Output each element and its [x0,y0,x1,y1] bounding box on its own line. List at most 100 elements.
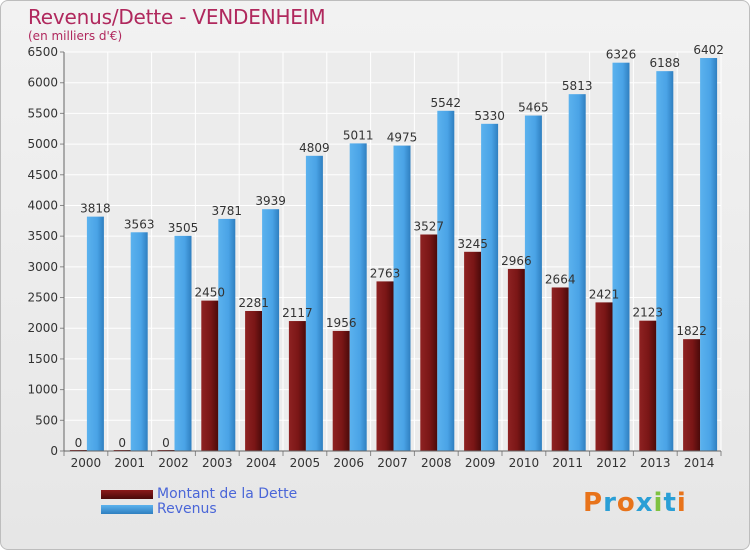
revenue-bar [393,145,411,451]
y-tick-label: 0 [50,444,58,458]
debt-value-label: 0 [118,436,126,450]
revenue-value-label: 5465 [518,101,549,115]
legend-label-debt: Montant de la Dette [157,486,298,502]
debt-bar [551,287,569,451]
revenue-value-label: 3781 [212,204,243,218]
debt-value-label: 2966 [501,254,532,268]
debt-value-label: 1956 [326,316,357,330]
y-tick-label: 2000 [27,321,58,335]
debt-value-label: 2421 [589,287,620,301]
y-tick-label: 6500 [27,45,58,59]
legend-swatch-debt [101,490,153,499]
debt-value-label: 3527 [414,219,445,233]
revenue-value-label: 3563 [124,217,155,231]
legend-item-debt: Montant de la Dette [101,487,297,502]
y-tick-label: 500 [35,413,58,427]
revenue-bar [262,209,280,451]
revenue-bar [174,235,192,451]
y-tick-label: 5000 [27,137,58,151]
logo-letter: i [653,488,664,518]
debt-bar [420,234,438,451]
debt-value-label: 0 [75,436,83,450]
logo-letter: x [635,488,654,518]
revenue-bar [612,62,630,452]
y-tick-label: 2500 [27,291,58,305]
chart-title: Revenus/Dette - VENDENHEIM [28,5,326,29]
x-tick-label: 2006 [333,456,364,470]
legend-swatch-revenue [101,505,153,514]
debt-bar [288,321,306,451]
x-tick-label: 2000 [71,456,102,470]
revenue-value-label: 5330 [474,109,505,123]
x-tick-label: 2007 [377,456,408,470]
y-tick-label: 6000 [27,76,58,90]
x-tick-label: 2012 [596,456,627,470]
debt-value-label: 2281 [238,296,269,310]
y-tick-label: 1000 [27,383,58,397]
y-tick-label: 4000 [27,198,58,212]
legend-item-revenue: Revenus [101,502,297,517]
logo-letter: P [583,488,604,518]
y-tick-label: 3500 [27,229,58,243]
revenue-bar [568,94,586,451]
revenue-value-label: 5542 [431,96,462,110]
revenue-bar [524,115,542,451]
debt-value-label: 2664 [545,272,576,286]
revenue-value-label: 3818 [80,202,111,216]
debt-bar [464,251,482,451]
chart-subtitle: (en milliers d'€) [28,29,123,43]
revenue-value-label: 3939 [255,194,286,208]
revenue-bar [349,143,367,452]
x-tick-label: 2004 [246,456,277,470]
debt-value-label: 2763 [370,266,401,280]
revenue-bar [218,218,236,451]
x-tick-label: 2001 [114,456,145,470]
logo-letter: r [603,488,617,518]
legend: Montant de la Dette Revenus [101,487,297,517]
logo-letter: o [616,488,636,518]
debt-bar [683,339,701,451]
debt-value-label: 3245 [457,237,488,251]
y-tick-label: 1500 [27,352,58,366]
debt-bar [332,330,350,451]
x-tick-label: 2003 [202,456,233,470]
x-tick-label: 2010 [509,456,540,470]
debt-value-label: 2123 [633,306,664,320]
logo-letter: i [676,488,687,518]
x-tick-label: 2002 [158,456,189,470]
revenue-value-label: 4809 [299,141,330,155]
y-tick-label: 4500 [27,168,58,182]
debt-bar [507,268,525,451]
logo-letter: t [663,488,677,518]
debt-value-label: 1822 [676,324,707,338]
revenue-bar [305,155,323,451]
y-tick-label: 3000 [27,260,58,274]
revenue-value-label: 6402 [693,43,724,57]
y-tick-label: 5500 [27,106,58,120]
proxiti-logo: Proxiti [583,488,687,518]
x-tick-label: 2008 [421,456,452,470]
revenue-value-label: 5011 [343,128,374,142]
revenue-value-label: 6326 [606,48,637,62]
revenue-bar [656,71,674,451]
debt-value-label: 2450 [195,286,226,300]
revenue-bar [700,58,718,452]
x-tick-label: 2013 [640,456,671,470]
x-tick-label: 2014 [684,456,715,470]
revenue-value-label: 6188 [650,56,681,70]
revenue-bar [437,110,455,452]
debt-bar [201,300,219,451]
debt-bar [376,281,394,451]
x-tick-label: 2009 [465,456,496,470]
debt-value-label: 0 [162,436,170,450]
x-tick-label: 2005 [290,456,321,470]
debt-value-label: 2117 [282,306,313,320]
revenue-bar [130,232,148,451]
revenue-value-label: 4975 [387,131,418,145]
revenue-value-label: 3505 [168,221,199,235]
revenue-bar [86,216,104,451]
revenue-value-label: 5813 [562,79,593,93]
legend-label-revenue: Revenus [157,501,217,517]
